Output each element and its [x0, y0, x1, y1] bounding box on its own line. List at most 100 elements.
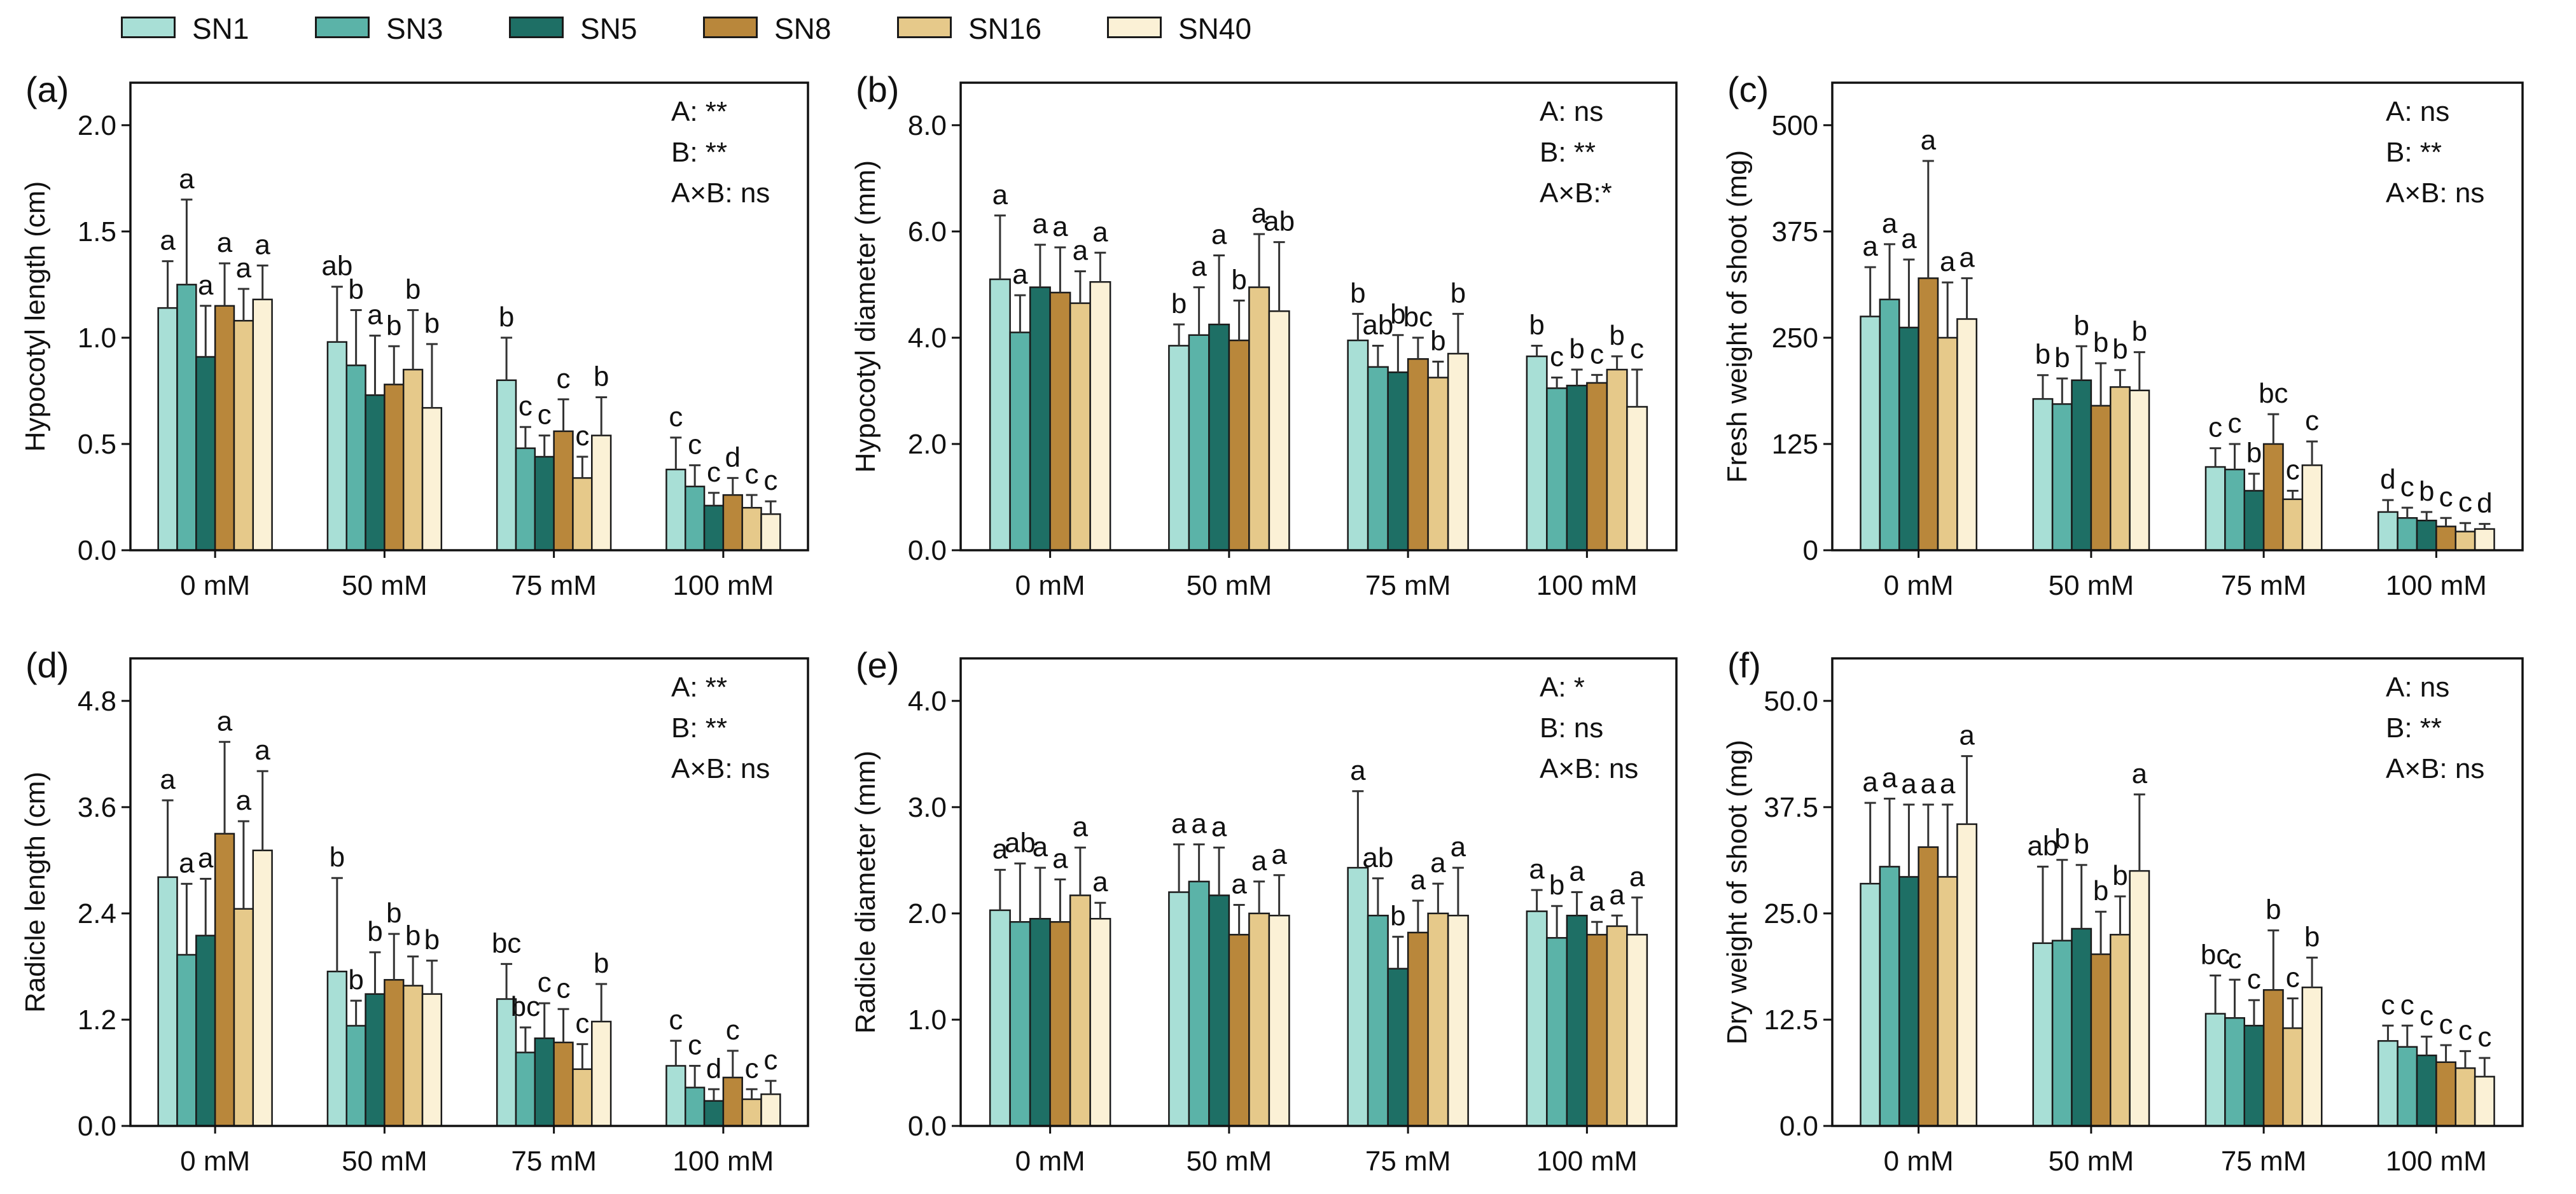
- y-axis-label: Dry weight of shoot (mg): [1722, 740, 1753, 1045]
- bar: [553, 430, 574, 552]
- significance-letter: ab: [321, 251, 352, 282]
- significance-letter: c: [2400, 471, 2414, 503]
- significance-letter: a: [1921, 125, 1937, 156]
- bar: [1879, 866, 1900, 1127]
- bar: [1937, 876, 1958, 1127]
- bar: [1586, 382, 1608, 552]
- y-tick-label: 4.0: [908, 686, 947, 717]
- bar: [2204, 1013, 2226, 1127]
- significance-letter: b: [2112, 860, 2127, 891]
- significance-letter: a: [1410, 864, 1426, 896]
- bar: [2051, 940, 2073, 1127]
- significance-letter: bc: [2259, 378, 2288, 409]
- significance-letter: c: [2286, 454, 2300, 485]
- bar: [252, 849, 273, 1127]
- bar: [2110, 934, 2131, 1127]
- bar: [591, 434, 612, 552]
- significance-letter: b: [2054, 824, 2070, 855]
- significance-letter: c: [557, 973, 571, 1004]
- significance-letter: c: [575, 1008, 589, 1039]
- bar: [2282, 1027, 2304, 1127]
- y-tick-label: 8.0: [908, 110, 947, 141]
- bar: [1566, 915, 1588, 1127]
- x-tick-label: 50 mM: [1187, 570, 1272, 601]
- bar: [2416, 1054, 2437, 1127]
- bar: [2454, 1067, 2476, 1127]
- x-tick-label: 0 mM: [180, 570, 250, 601]
- bar: [1347, 866, 1369, 1127]
- bar: [345, 1025, 366, 1127]
- bar: [2474, 528, 2495, 552]
- y-axis-label: Radicle length (cm): [20, 772, 51, 1013]
- bar: [2051, 403, 2073, 552]
- bar: [214, 833, 235, 1127]
- legend-swatch: [1107, 17, 1162, 38]
- significance-letter: a: [1350, 755, 1366, 786]
- significance-letter: a: [1940, 246, 1956, 277]
- stats-annotation: B: ns: [1540, 712, 1603, 744]
- plot-frame: [1831, 657, 2524, 1127]
- y-tick-label: 37.5: [1764, 792, 1818, 823]
- bar: [2435, 525, 2457, 552]
- legend-swatch: [703, 17, 758, 38]
- panel-label: (a): [25, 69, 69, 109]
- plot-frame: [1831, 81, 2524, 552]
- bar: [1049, 921, 1071, 1127]
- significance-letter: c: [688, 1030, 702, 1061]
- plot-frame: [129, 657, 809, 1127]
- significance-letter: c: [763, 465, 777, 496]
- bar: [2243, 1025, 2265, 1127]
- bar: [1089, 918, 1111, 1127]
- bar: [233, 908, 254, 1127]
- bar: [684, 1086, 706, 1127]
- significance-letter: d: [725, 441, 741, 473]
- significance-letter: c: [669, 401, 683, 433]
- y-axis-label: Radicle diameter (mm): [850, 751, 881, 1034]
- significance-letter: b: [1451, 277, 1466, 309]
- stats-annotation: A: *: [1540, 672, 1585, 703]
- bar: [2262, 443, 2284, 552]
- bar: [2377, 1040, 2398, 1127]
- significance-letter: c: [575, 420, 589, 452]
- x-tick-label: 75 mM: [1365, 570, 1451, 601]
- significance-letter: ab: [2027, 830, 2058, 861]
- significance-letter: b: [386, 898, 401, 929]
- bar: [1009, 921, 1031, 1127]
- significance-letter: b: [405, 274, 421, 305]
- x-tick-label: 100 mM: [1536, 570, 1638, 601]
- bar: [665, 1065, 686, 1127]
- bar: [1566, 384, 1588, 552]
- bar: [1898, 326, 1919, 552]
- significance-letter: a: [1191, 808, 1207, 839]
- significance-letter: b: [1569, 333, 1584, 364]
- bar: [1447, 915, 1469, 1127]
- significance-letter: b: [386, 310, 401, 341]
- bar: [1069, 894, 1091, 1127]
- significance-letter: a: [1171, 808, 1187, 839]
- bar: [1347, 339, 1369, 552]
- y-tick-label: 1.5: [78, 216, 116, 247]
- chart-panel-4: (d)Radicle length (cm)0.01.22.43.64.8aa a…: [20, 645, 809, 1177]
- plot-frame: [129, 81, 809, 552]
- significance-letter: c: [1630, 333, 1644, 364]
- bar: [1268, 915, 1290, 1127]
- bar: [1860, 882, 1881, 1127]
- bar: [1407, 358, 1429, 552]
- significance-letter: b: [2304, 921, 2320, 952]
- significance-letter: a: [1569, 856, 1585, 887]
- bar: [157, 876, 178, 1127]
- bar: [1918, 846, 1939, 1127]
- chart-panel-2: (b) Hypocotyl diameter (mm) 0.0 2.0 4.0 6.0 8.…: [850, 69, 1678, 601]
- bar: [1606, 925, 1628, 1127]
- y-tick-label: 375: [1772, 216, 1818, 247]
- x-tick-label: 0 mM: [1015, 1146, 1085, 1177]
- legend-swatch: [121, 17, 176, 38]
- significance-letter: a: [1231, 869, 1247, 900]
- significance-letter: a: [254, 229, 270, 260]
- bar: [496, 379, 517, 552]
- bar: [2282, 498, 2304, 552]
- bar: [1029, 918, 1051, 1127]
- significance-letter: b: [1350, 277, 1365, 309]
- significance-letter: a: [1589, 885, 1605, 917]
- significance-letter: bc: [2201, 939, 2230, 970]
